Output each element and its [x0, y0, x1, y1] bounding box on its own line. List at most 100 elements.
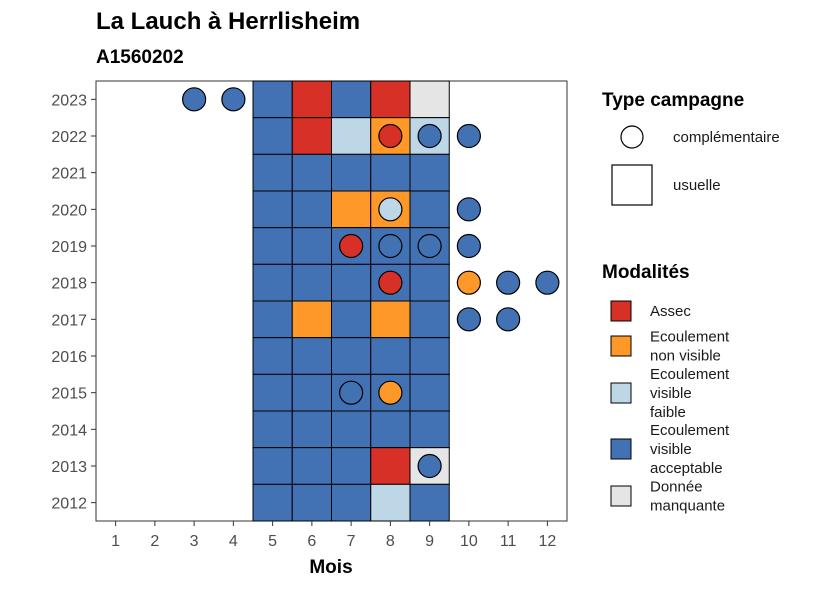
tile-2018-7: [331, 263, 372, 302]
tile-2019-5: [252, 227, 293, 265]
point-2018-12: [535, 270, 560, 295]
tile-2015-9: [409, 373, 450, 412]
tile-2013-5: [252, 447, 293, 485]
point-2022-8: [378, 123, 403, 149]
tile-2022-7: [331, 117, 372, 155]
legend-shape-label: complémentaire: [673, 129, 780, 146]
y-tick-label: 2018: [51, 276, 87, 293]
legend-shape: complémentaire usuelle: [611, 125, 780, 206]
legend-key-circle: [620, 125, 644, 149]
tile-2013-7: [331, 447, 372, 485]
point-2022-10: [456, 123, 481, 149]
tile-2017-7: [331, 300, 372, 339]
point-2023-3: [182, 87, 207, 112]
x-axis: 1 2 3 4 5 6 7 8 9 10 11 12: [111, 521, 556, 550]
tile-2012-6: [291, 483, 332, 522]
point-2018-10: [456, 270, 481, 295]
y-tick-label: 2020: [51, 202, 87, 219]
x-tick-label: 9: [425, 533, 434, 550]
squares-layer: [252, 80, 450, 522]
y-tick-label: 2015: [51, 386, 87, 403]
tile-2023-7: [331, 80, 372, 119]
point-2017-10: [456, 307, 481, 332]
legend-label-manquante: Donnée manquante: [650, 479, 725, 515]
legend-fill-title: Modalités: [602, 262, 690, 283]
tile-2020-7: [331, 190, 372, 229]
tile-2018-6: [291, 263, 332, 302]
y-tick-label: 2017: [51, 312, 87, 329]
tile-2023-9: [409, 80, 450, 119]
tile-2012-7: [331, 483, 372, 522]
tile-2015-5: [252, 373, 293, 412]
x-axis-title: Mois: [309, 557, 352, 578]
x-tick-label: 8: [386, 533, 395, 550]
tile-2021-6: [291, 153, 332, 192]
x-tick-label: 10: [460, 533, 478, 550]
chart-subtitle: A1560202: [96, 47, 184, 68]
tile-2012-5: [252, 483, 293, 522]
tile-2016-7: [331, 337, 372, 375]
point-2019-10: [456, 233, 481, 259]
chart-title: La Lauch à Herrlisheim: [96, 8, 360, 35]
tile-2023-5: [252, 80, 293, 119]
tile-2019-6: [291, 227, 332, 265]
tile-2016-8: [370, 337, 411, 375]
point-2020-8: [378, 197, 403, 222]
legend-shape-title: Type campagne: [602, 90, 744, 111]
tile-2021-5: [252, 153, 293, 192]
point-2019-9: [417, 233, 442, 259]
tile-2017-5: [252, 300, 293, 339]
legend-key-nonvisible: [610, 335, 632, 357]
tile-2018-8: [370, 263, 411, 302]
legend-key-acceptable: [610, 438, 632, 460]
x-tick-label: 7: [347, 533, 356, 550]
x-tick-label: 3: [190, 533, 199, 550]
tile-2023-6: [291, 80, 332, 119]
tile-2017-6: [291, 300, 332, 339]
y-tick-label: 2013: [51, 459, 87, 476]
point-2013-9: [417, 453, 442, 479]
legend-shape-label: usuelle: [673, 177, 721, 194]
point-2019-7: [339, 233, 364, 259]
x-tick-label: 6: [307, 533, 316, 550]
tile-2018-9: [409, 263, 450, 302]
tile-2016-9: [409, 337, 450, 375]
tile-2021-7: [331, 153, 372, 192]
x-tick-label: 12: [538, 533, 556, 550]
tile-2021-9: [409, 153, 450, 192]
y-axis: 2012 2013 2014 2015 2016 2017 2018 2019 2020 2021…: [51, 92, 96, 513]
tile-2020-5: [252, 190, 293, 229]
x-tick-label: 4: [229, 533, 238, 550]
y-tick-label: 2016: [51, 349, 87, 366]
y-tick-label: 2022: [51, 129, 87, 146]
x-tick-label: 2: [150, 533, 159, 550]
circles-layer: [182, 87, 560, 479]
x-tick-label: 1: [111, 533, 120, 550]
legend-key-assec: [610, 300, 632, 322]
point-2015-8: [378, 380, 403, 405]
tile-2022-5: [252, 117, 293, 155]
tile-2013-8: [370, 447, 411, 485]
tile-2015-6: [291, 373, 332, 412]
point-2015-7: [339, 380, 364, 405]
legend-key-faible: [610, 382, 632, 404]
tile-2013-6: [291, 447, 332, 485]
point-2018-8: [378, 270, 403, 295]
y-tick-label: 2012: [51, 496, 87, 513]
tile-2022-6: [291, 117, 332, 155]
point-2022-9: [417, 123, 442, 149]
legend-label-acceptable: Ecoulement visible acceptable: [650, 422, 730, 477]
tile-2018-5: [252, 263, 293, 302]
tile-2012-9: [409, 483, 450, 522]
tile-2014-5: [252, 410, 293, 449]
y-tick-label: 2021: [51, 166, 87, 183]
tile-2020-9: [409, 190, 450, 229]
tile-2012-8: [370, 483, 411, 522]
tile-2017-8: [370, 300, 411, 339]
tile-2021-8: [370, 153, 411, 192]
y-tick-label: 2019: [51, 239, 87, 256]
y-tick-label: 2023: [51, 92, 87, 109]
tile-2023-8: [370, 80, 411, 119]
